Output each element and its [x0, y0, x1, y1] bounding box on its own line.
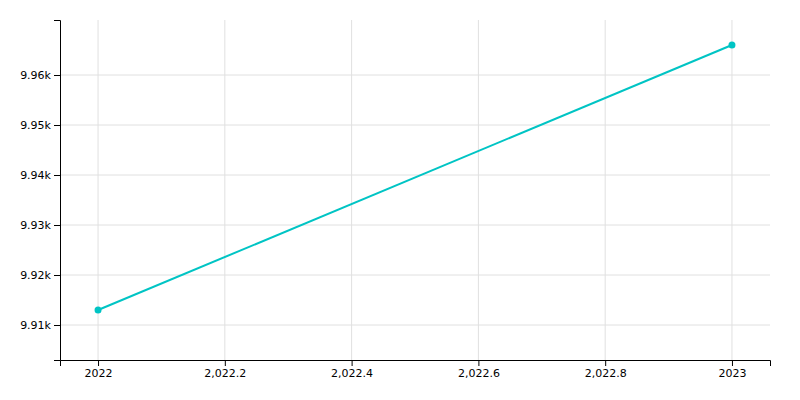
y-axis-line: [54, 21, 61, 361]
x-tick: 2022: [85, 360, 113, 380]
x-tick-label: 2,022.8: [585, 367, 627, 380]
line: [98, 45, 732, 310]
grid-line-x: [478, 20, 479, 360]
point: [728, 42, 735, 49]
y-tick-label: 9.95k: [20, 119, 51, 132]
y-tick: 9.91k: [20, 319, 60, 332]
x-tick-mark: [732, 360, 733, 366]
grid-line-y: [60, 175, 770, 176]
x-tick-label: 2,022.4: [331, 367, 373, 380]
x-tick-mark: [98, 360, 99, 366]
grid-line-y: [60, 225, 770, 226]
y-tick-label: 9.96k: [20, 69, 51, 82]
y-tick-label: 9.91k: [20, 319, 51, 332]
x-tick-mark: [352, 360, 353, 366]
grid-line-x: [224, 20, 225, 360]
y-axis: 9.91k 9.92k 9.93k 9.94k 9.95k 9.96k: [20, 21, 60, 361]
grid-line-x: [605, 20, 606, 360]
marks: [95, 42, 736, 314]
point: [95, 307, 102, 314]
x-tick-label: 2,022.6: [458, 367, 500, 380]
y-tick-mark: [54, 225, 60, 226]
x-tick-label: 2023: [718, 367, 746, 380]
grid-line-y: [60, 275, 770, 276]
y-tick-mark: [54, 125, 60, 126]
y-tick: 9.92k: [20, 269, 60, 282]
x-tick: 2,022.4: [331, 360, 373, 380]
y-tick: 9.94k: [20, 169, 60, 182]
grid-line-x: [351, 20, 352, 360]
y-tick-mark: [54, 175, 60, 176]
plot: 2022 2,022.2 2,022.4 2,022.6 2,022.8 2023 9.91…: [20, 20, 770, 380]
x-axis: 2022 2,022.2 2,022.4 2,022.6 2,022.8 2023: [61, 360, 771, 380]
y-tick: 9.95k: [20, 119, 60, 132]
x-tick-mark: [605, 360, 606, 366]
y-tick-mark: [54, 275, 60, 276]
y-tick: 9.93k: [20, 219, 60, 232]
x-tick: 2,022.8: [585, 360, 627, 380]
x-tick-label: 2,022.2: [204, 367, 246, 380]
x-tick-mark: [225, 360, 226, 366]
x-tick: 2,022.6: [458, 360, 500, 380]
y-tick-label: 9.94k: [20, 169, 51, 182]
y-tick-label: 9.93k: [20, 219, 51, 232]
grid: [60, 20, 770, 360]
x-axis-line: [61, 361, 771, 367]
grid-line-y: [60, 125, 770, 126]
y-tick-label: 9.92k: [20, 269, 51, 282]
grid-line-x: [731, 20, 732, 360]
y-tick-mark: [54, 325, 60, 326]
x-tick-mark: [478, 360, 479, 366]
x-tick: 2023: [718, 360, 746, 380]
y-tick-mark: [54, 75, 60, 76]
x-tick: 2,022.2: [204, 360, 246, 380]
x-tick-label: 2022: [85, 367, 113, 380]
y-tick: 9.96k: [20, 69, 60, 82]
chart: 2022 2,022.2 2,022.4 2,022.6 2,022.8 2023 9.91…: [0, 0, 800, 400]
grid-line-y: [60, 325, 770, 326]
